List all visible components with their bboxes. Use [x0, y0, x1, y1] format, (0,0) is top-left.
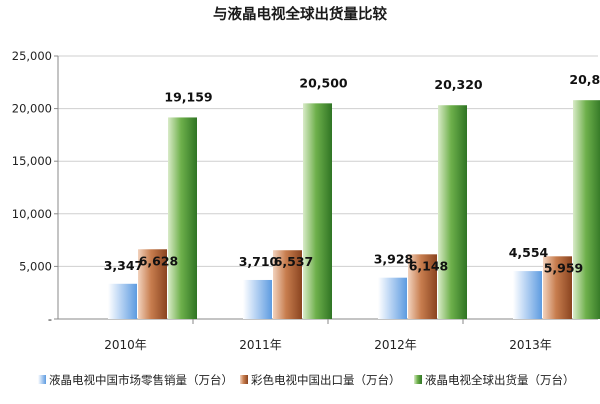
x-tick-label: 2011年 — [239, 338, 282, 352]
bar-series-3 — [438, 105, 467, 319]
data-label: 20,800 — [569, 72, 600, 87]
data-label: 20,500 — [299, 75, 348, 90]
legend-swatch — [38, 375, 46, 384]
bar-series-3 — [168, 117, 197, 319]
chart-title: 与液晶电视全球出货量比较 — [213, 5, 387, 23]
bar-series-1 — [108, 283, 137, 319]
x-tick-label: 2010年 — [104, 338, 147, 352]
bar-series-2 — [408, 254, 437, 319]
y-tick-label: 5,000 — [19, 259, 52, 273]
bar-series-1 — [513, 271, 542, 319]
data-label: 3,347 — [104, 258, 144, 273]
x-tick-label: 2013年 — [509, 338, 552, 352]
legend-label: 彩色电视中国出口量（万台） — [251, 373, 401, 387]
data-label: 6,628 — [139, 253, 179, 268]
data-label: 3,710 — [239, 254, 279, 269]
data-label: 6,148 — [409, 258, 449, 273]
data-label: 5,959 — [544, 260, 584, 275]
data-label: 6,537 — [274, 254, 314, 269]
data-label: 3,928 — [374, 252, 414, 267]
y-tick-label: - — [48, 312, 52, 326]
legend-swatch — [414, 375, 422, 384]
bar-series-2 — [543, 256, 572, 319]
bar-series-3 — [303, 103, 332, 319]
y-tick-label: 10,000 — [12, 207, 52, 221]
y-tick-label: 20,000 — [12, 102, 52, 116]
data-label: 20,320 — [434, 77, 483, 92]
legend-label: 液晶电视中国市场零售销量（万台） — [49, 373, 233, 387]
legend-label: 液晶电视全球出货量（万台） — [425, 373, 575, 387]
data-label: 19,159 — [164, 89, 212, 104]
y-tick-label: 15,000 — [12, 154, 52, 168]
bar-series-1 — [243, 279, 272, 319]
x-tick-label: 2012年 — [374, 338, 417, 352]
legend-swatch — [240, 375, 248, 384]
data-label: 4,554 — [509, 245, 549, 260]
bar-series-2 — [273, 250, 302, 319]
bar-series-2 — [138, 249, 167, 319]
y-tick-label: 25,000 — [12, 49, 52, 63]
bar-series-1 — [378, 277, 407, 319]
bar-series-3 — [573, 100, 600, 320]
